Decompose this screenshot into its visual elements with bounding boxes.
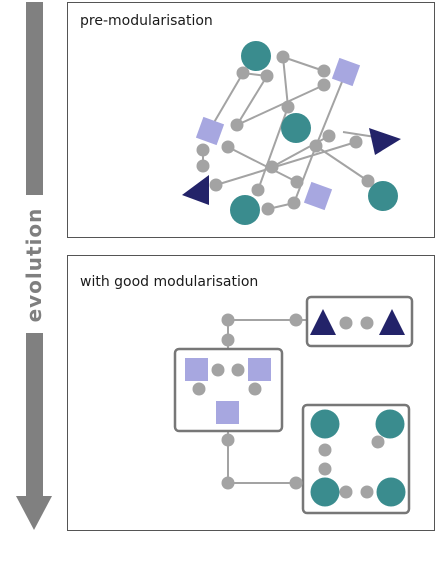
grey-dot-icon: [289, 313, 303, 327]
teal-circle-icon: [281, 113, 311, 143]
navy-triangle-icon: [310, 309, 336, 335]
teal-circle-icon: [310, 409, 340, 439]
edge: [236, 84, 325, 126]
evolution-arrow: evolution: [16, 2, 52, 530]
grey-dot-icon: [260, 69, 274, 83]
grey-dot-icon: [236, 66, 250, 80]
grey-dot-icon: [322, 129, 336, 143]
square-module: [173, 347, 284, 433]
teal-circle-icon: [375, 409, 405, 439]
panel-good-modularisation: with good modularisation: [67, 255, 435, 531]
grey-dot-icon: [221, 476, 235, 490]
grey-dot-icon: [317, 64, 331, 78]
arrow-shaft-top: [26, 2, 43, 195]
grey-dot-icon: [231, 363, 245, 377]
grey-dot-icon: [221, 140, 235, 154]
lavender-square-icon: [195, 116, 225, 146]
grey-dot-icon: [339, 316, 353, 330]
edge: [282, 56, 325, 72]
grey-dot-icon: [265, 160, 279, 174]
panel-title: with good modularisation: [80, 274, 258, 290]
lavender-square-icon: [216, 401, 239, 424]
grey-dot-icon: [281, 100, 295, 114]
edge: [282, 56, 289, 108]
grey-dot-icon: [360, 316, 374, 330]
edge: [236, 75, 268, 126]
triangle-module: [305, 295, 414, 348]
grey-dot-icon: [230, 118, 244, 132]
teal-circle-icon: [230, 195, 260, 225]
grey-dot-icon: [276, 50, 290, 64]
edge: [315, 145, 369, 182]
evolution-label: evolution: [22, 208, 46, 323]
grey-dot-icon: [318, 462, 332, 476]
grey-dot-icon: [317, 78, 331, 92]
grey-dot-icon: [196, 143, 210, 157]
grey-dot-icon: [287, 196, 301, 210]
grey-dot-icon: [221, 333, 235, 347]
grey-dot-icon: [309, 139, 323, 153]
grey-dot-icon: [196, 159, 210, 173]
edge: [215, 141, 357, 186]
teal-circle-icon: [241, 41, 271, 71]
lavender-square-icon: [248, 358, 271, 381]
lavender-square-icon: [331, 57, 361, 87]
arrow-shaft-bottom: [26, 333, 43, 498]
tangled-nodes: [182, 41, 401, 225]
grey-dot-icon: [192, 382, 206, 396]
arrow-head: [16, 496, 52, 530]
grey-dot-icon: [261, 202, 275, 216]
grey-dot-icon: [209, 178, 223, 192]
grey-dot-icon: [248, 382, 262, 396]
grey-dot-icon: [371, 435, 385, 449]
grey-dot-icon: [221, 313, 235, 327]
lavender-square-icon: [303, 181, 333, 211]
teal-circle-icon: [368, 181, 398, 211]
teal-circle-icon: [310, 477, 340, 507]
grey-dot-icon: [251, 183, 265, 197]
grey-dot-icon: [349, 135, 363, 149]
grey-dot-icon: [361, 174, 375, 188]
navy-triangle-icon: [379, 309, 405, 335]
edge: [227, 146, 298, 183]
navy-triangle-icon: [182, 175, 209, 205]
grey-dot-icon: [290, 175, 304, 189]
grey-dot-icon: [318, 443, 332, 457]
grey-dot-icon: [289, 476, 303, 490]
teal-circle-icon: [376, 477, 406, 507]
navy-triangle-icon: [369, 128, 401, 155]
grey-dot-icon: [211, 363, 225, 377]
grey-dot-icon: [221, 433, 235, 447]
grey-dot-icon: [339, 485, 353, 499]
edge: [315, 71, 347, 147]
panel-pre-modularisation: pre-modularisation: [67, 2, 435, 238]
panel-title: pre-modularisation: [80, 13, 213, 29]
circle-module: [301, 403, 411, 515]
lavender-square-icon: [185, 358, 208, 381]
grey-dot-icon: [360, 485, 374, 499]
interconnect-dots: [221, 313, 303, 490]
